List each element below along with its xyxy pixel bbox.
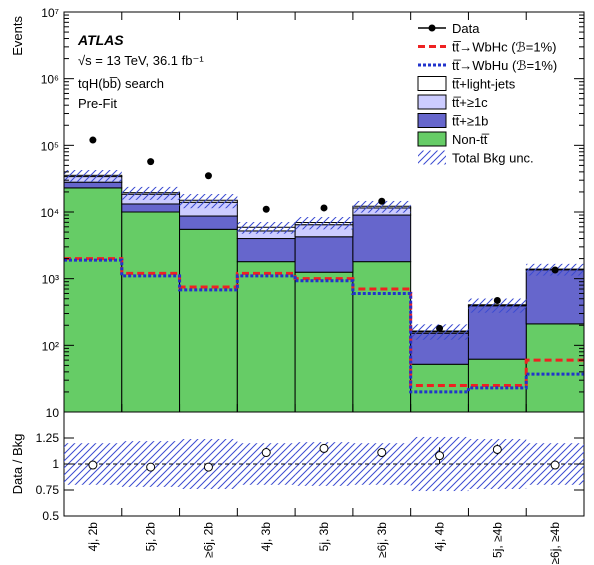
y-tick-label: 10⁵: [41, 139, 59, 153]
ratio-point-8: [550, 460, 560, 470]
ratio-point-4: [319, 443, 329, 453]
legend-stack-swatch-3: [417, 76, 447, 91]
data-point-7: [493, 297, 501, 305]
legend-signal-label-1: tt̅→WbHu (ℬ=1%): [452, 58, 557, 73]
ratio-point-3: [261, 448, 271, 458]
data-point-5: [378, 197, 386, 205]
legend-stack-swatch-1: [417, 113, 447, 128]
ratio-plot: 4j, 2b 5j, 2b ≥6j, 2b 4j, 3b 5j, 3b ≥6j, 3b 4j…: [10, 411, 585, 565]
data-point-4: [320, 204, 328, 212]
stack-bar-0-0: [63, 187, 123, 413]
stage-label: Pre-Fit: [78, 96, 117, 111]
stack-bar-0-1: [121, 211, 181, 413]
ratio-y-axis-label: Data / Bkg: [10, 434, 25, 495]
ratio-y-tick-label: 0.75: [36, 483, 60, 497]
y-axis-label: Events: [10, 16, 25, 56]
unc-band-5: [352, 200, 411, 213]
ratio-point-2: [203, 462, 213, 472]
ratio-y-tick-label: 1: [52, 457, 59, 471]
ratio-y-tick-label: 0.5: [42, 509, 59, 523]
main-plot: 10 10² 10³ 10⁴ 10⁵ 10⁶ 10⁷ Events: [10, 6, 585, 420]
y-tick-label: 10⁶: [41, 73, 59, 87]
energy-label: √s = 13 TeV, 36.1 fb⁻¹: [78, 53, 204, 68]
x-tick-label: ≥6j, ≥4b: [548, 522, 562, 565]
legend-stack-label-2: tt̅+≥1c: [452, 95, 488, 110]
stack-bar-1-5: [352, 214, 412, 263]
annotation: ATLAS √s = 13 TeV, 36.1 fb⁻¹ tqH(bb̅) se…: [77, 32, 204, 111]
stack-bar-1-4: [294, 236, 354, 273]
x-tick-label: 4j, 3b: [259, 522, 273, 552]
unc-band-2: [179, 194, 238, 209]
legend-signal-label-0: tt̅→WbHc (ℬ=1%): [452, 40, 556, 55]
stack-bar-0-5: [352, 261, 412, 413]
stack-bar-0-3: [236, 261, 296, 413]
data-point-1: [147, 158, 155, 166]
legend: Data tt̅→WbHc (ℬ=1%) tt̅→WbHu (ℬ=1%) tt̅+li…: [417, 21, 557, 166]
ratio-point-7: [492, 444, 502, 454]
unc-band-6: [410, 324, 469, 340]
x-tick-label: ≥6j, 2b: [201, 522, 215, 558]
y-tick-label: 10⁴: [40, 206, 59, 220]
y-tick-label: 10: [46, 406, 60, 420]
ratio-point-0: [88, 460, 98, 470]
stack-bar-0-4: [294, 271, 354, 413]
legend-data-marker: [428, 24, 436, 32]
x-tick-label: 4j, 4b: [433, 522, 447, 552]
legend-unc-swatch: [418, 150, 446, 165]
stack-bar-0-8: [525, 323, 585, 413]
legend-stack-swatch-0: [417, 131, 447, 147]
stack-bar-0-6: [410, 363, 469, 413]
legend-stack-label-1: tt̅+≥1b: [452, 114, 488, 129]
y-tick-label: 10⁷: [41, 6, 59, 20]
stack-bar-0-2: [179, 228, 238, 413]
stack-bar-1-2: [179, 215, 238, 230]
legend-stack-swatch-2: [417, 94, 447, 110]
stack-bar-1-8: [525, 269, 585, 325]
ratio-point-1: [146, 462, 156, 472]
x-tick-label: 4j, 2b: [86, 522, 100, 552]
unc-band-4: [295, 217, 353, 230]
x-tick-label: 5j, 3b: [317, 522, 331, 552]
ratio-point-5: [377, 448, 387, 458]
stack-bar-1-7: [467, 305, 527, 360]
data-point-0: [89, 136, 97, 144]
x-tick-label: ≥6j, 3b: [375, 522, 389, 558]
ratio-y-tick-label: 1.25: [36, 431, 60, 445]
atlas-label: ATLAS: [77, 32, 124, 48]
data-point-8: [551, 266, 559, 274]
x-tick-label: 5j, 2b: [144, 522, 158, 552]
ratio-point-6: [435, 451, 445, 461]
y-tick-label: 10³: [42, 273, 59, 287]
legend-unc-label: Total Bkg unc.: [452, 151, 534, 166]
data-point-2: [204, 172, 212, 180]
y-tick-label: 10²: [42, 339, 59, 353]
legend-stack-label-3: tt̅+light-jets: [452, 77, 516, 92]
legend-stack-label-0: Non-tt̅: [452, 132, 489, 147]
legend-data-label: Data: [452, 21, 480, 36]
stack-bar-1-3: [236, 238, 296, 263]
data-point-6: [436, 324, 444, 332]
stack-bar-1-1: [121, 203, 181, 213]
analysis-label: tqH(bb̅) search: [78, 76, 164, 91]
unc-band-3: [237, 221, 296, 234]
unc-band-7: [468, 298, 527, 313]
data-point-3: [262, 205, 270, 213]
unc-band-1: [121, 186, 180, 200]
stack-bar-1-0: [63, 181, 123, 189]
unc-band-0: [64, 170, 122, 182]
signal-line-1: [64, 258, 584, 394]
x-tick-label: 5j, ≥4b: [490, 522, 504, 558]
